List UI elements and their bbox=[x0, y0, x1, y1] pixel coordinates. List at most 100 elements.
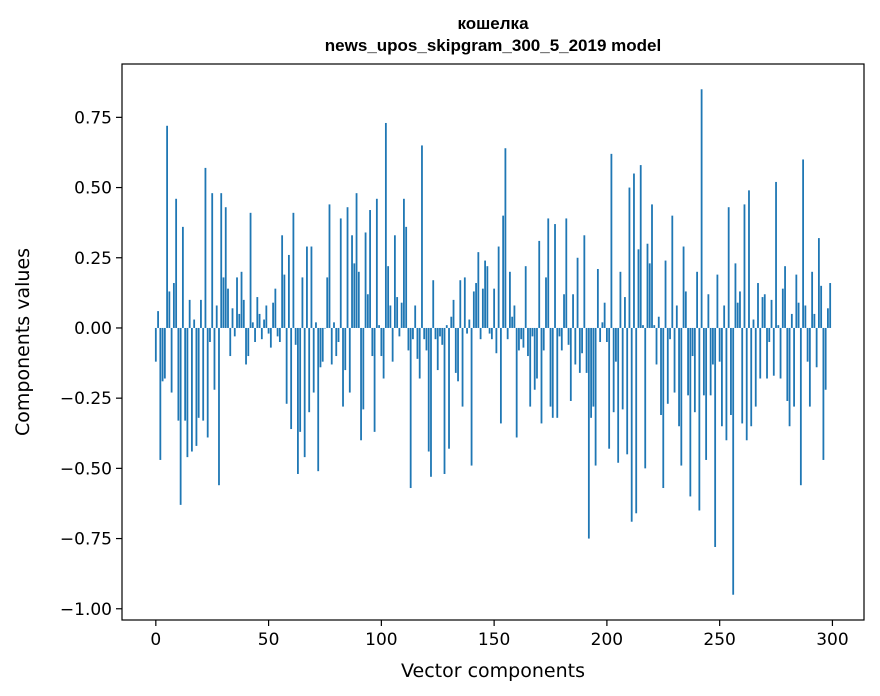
bar bbox=[827, 308, 829, 328]
bar bbox=[714, 327, 717, 547]
bar bbox=[191, 327, 193, 452]
bar bbox=[303, 327, 306, 458]
bar bbox=[373, 327, 376, 432]
y-tick-label: −0.75 bbox=[60, 530, 112, 550]
bar bbox=[427, 327, 430, 452]
bar bbox=[504, 148, 507, 328]
bar bbox=[601, 322, 604, 328]
bar bbox=[249, 212, 252, 328]
bar bbox=[211, 193, 214, 328]
bar bbox=[513, 305, 516, 328]
bar bbox=[326, 277, 329, 328]
bar bbox=[605, 327, 608, 342]
bar bbox=[727, 207, 730, 328]
bar bbox=[448, 327, 450, 449]
bar bbox=[811, 271, 814, 328]
bar bbox=[675, 305, 678, 328]
bar bbox=[639, 165, 642, 328]
bar bbox=[574, 327, 577, 365]
bar bbox=[615, 327, 617, 362]
bar bbox=[330, 327, 333, 365]
bar bbox=[154, 327, 157, 362]
bar bbox=[660, 327, 662, 416]
bar bbox=[734, 263, 737, 328]
bar bbox=[355, 193, 358, 328]
bar bbox=[506, 327, 509, 340]
bar bbox=[423, 327, 426, 340]
bar bbox=[215, 305, 218, 328]
bar bbox=[524, 266, 527, 328]
bar bbox=[159, 327, 162, 460]
bar bbox=[265, 305, 268, 328]
bar bbox=[515, 327, 518, 438]
bar bbox=[170, 327, 173, 393]
bar bbox=[648, 263, 651, 328]
bar bbox=[274, 288, 277, 328]
bar bbox=[414, 305, 417, 328]
bar bbox=[768, 327, 771, 342]
bar bbox=[797, 302, 800, 328]
bar bbox=[633, 173, 635, 328]
bar bbox=[547, 218, 550, 328]
bar bbox=[209, 327, 211, 342]
bar bbox=[186, 327, 189, 458]
bar bbox=[342, 327, 344, 407]
bar bbox=[793, 327, 795, 407]
y-axis-label: Components values bbox=[12, 248, 34, 436]
bar bbox=[459, 280, 462, 328]
bar bbox=[398, 327, 401, 337]
bar bbox=[290, 327, 293, 430]
bar bbox=[761, 297, 764, 328]
bar bbox=[425, 327, 428, 351]
bar bbox=[775, 181, 777, 328]
bar bbox=[533, 327, 536, 390]
bar bbox=[551, 327, 554, 418]
y-tick-label: 0.75 bbox=[74, 108, 112, 128]
bar bbox=[430, 327, 432, 477]
bar bbox=[527, 327, 529, 357]
bar bbox=[382, 327, 385, 379]
bar bbox=[610, 153, 613, 328]
bar bbox=[256, 297, 259, 328]
bar bbox=[297, 327, 299, 474]
bar bbox=[276, 327, 279, 337]
bar bbox=[824, 327, 827, 390]
bar bbox=[292, 212, 295, 328]
bar bbox=[172, 283, 175, 328]
bar bbox=[245, 327, 247, 365]
bar bbox=[233, 327, 236, 337]
bar bbox=[450, 316, 453, 328]
bar bbox=[416, 327, 419, 359]
bar bbox=[393, 235, 396, 328]
bar bbox=[380, 327, 383, 357]
bar bbox=[635, 327, 638, 514]
bar bbox=[788, 327, 791, 427]
bar bbox=[626, 327, 629, 455]
bar bbox=[405, 226, 408, 328]
bar bbox=[269, 327, 272, 348]
bar bbox=[396, 297, 399, 328]
bar bbox=[454, 327, 457, 373]
bar bbox=[777, 325, 780, 328]
bar bbox=[484, 260, 486, 328]
bar bbox=[578, 327, 581, 373]
bar bbox=[612, 327, 615, 413]
bar bbox=[592, 327, 595, 407]
bar bbox=[231, 308, 234, 328]
bar bbox=[637, 249, 640, 328]
bar bbox=[236, 277, 238, 328]
bar bbox=[682, 246, 685, 328]
bar bbox=[481, 288, 484, 328]
bar bbox=[283, 274, 286, 328]
bar bbox=[815, 327, 818, 368]
bar bbox=[452, 299, 455, 328]
y-tick-label: 0.00 bbox=[74, 319, 112, 339]
bar bbox=[445, 325, 448, 328]
bar bbox=[260, 327, 263, 340]
bar bbox=[242, 299, 245, 328]
bar bbox=[743, 204, 746, 328]
bar bbox=[696, 271, 698, 328]
bar bbox=[357, 271, 360, 328]
bar bbox=[362, 327, 365, 410]
bar bbox=[804, 305, 807, 328]
